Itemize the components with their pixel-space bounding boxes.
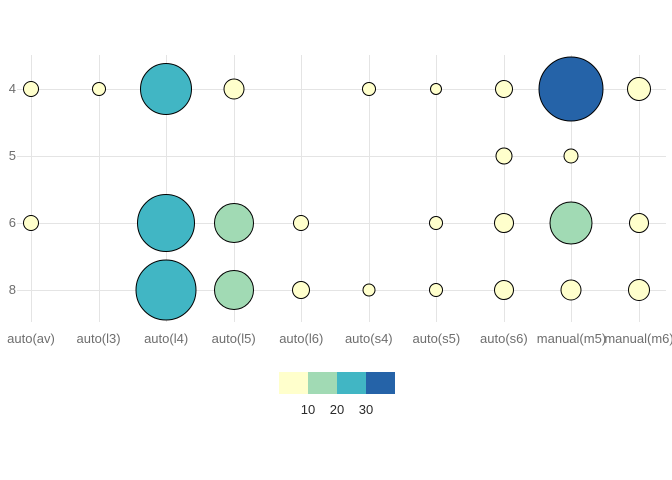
x-tick-label: auto(s5) bbox=[412, 331, 461, 346]
legend-tick-label: 20 bbox=[329, 402, 345, 417]
data-point bbox=[429, 283, 444, 297]
data-point bbox=[23, 81, 39, 97]
gridline-y-4 bbox=[17, 89, 666, 90]
y-tick-label: 4 bbox=[8, 81, 16, 96]
data-point bbox=[549, 201, 593, 245]
data-point bbox=[494, 80, 513, 98]
x-tick-label: auto(l4) bbox=[144, 331, 189, 346]
data-point bbox=[628, 279, 651, 301]
data-point bbox=[292, 281, 311, 299]
gridline-y-8 bbox=[17, 290, 666, 291]
legend-color-block bbox=[279, 372, 308, 394]
y-tick-label: 8 bbox=[8, 282, 16, 297]
gridline-x-manual(m5) bbox=[571, 55, 572, 322]
gridline-x-auto(l6) bbox=[301, 55, 302, 322]
data-point bbox=[538, 56, 604, 122]
x-tick-label: auto(l5) bbox=[211, 331, 256, 346]
legend-tick-label: 10 bbox=[300, 402, 316, 417]
data-point bbox=[493, 280, 514, 300]
gridline-y-5 bbox=[17, 156, 666, 157]
gridline-x-auto(l5) bbox=[234, 55, 235, 322]
data-point bbox=[213, 203, 254, 243]
data-point bbox=[137, 194, 196, 252]
gridline-x-auto(l4) bbox=[166, 55, 167, 322]
data-point bbox=[430, 83, 443, 95]
data-point bbox=[140, 63, 193, 115]
legend-color-block bbox=[337, 372, 366, 394]
data-point bbox=[23, 215, 39, 231]
data-point bbox=[563, 148, 579, 164]
data-point bbox=[213, 270, 254, 310]
x-tick-label: auto(l3) bbox=[76, 331, 121, 346]
gridline-y-6 bbox=[17, 223, 666, 224]
x-tick-label: auto(av) bbox=[7, 331, 55, 346]
data-point bbox=[560, 279, 582, 301]
legend-color-block bbox=[366, 372, 395, 394]
x-tick-label: manual(m5) bbox=[536, 331, 607, 346]
x-tick-label: auto(l6) bbox=[279, 331, 324, 346]
x-tick-label: manual(m6) bbox=[604, 331, 672, 346]
gridline-x-auto(l3) bbox=[99, 55, 100, 322]
legend-color-block bbox=[308, 372, 337, 394]
y-tick-label: 6 bbox=[8, 215, 16, 230]
y-tick-label: 5 bbox=[8, 148, 16, 163]
data-point bbox=[135, 259, 197, 321]
x-tick-label: auto(s4) bbox=[344, 331, 393, 346]
data-point bbox=[293, 215, 310, 231]
gridline-x-manual(m6) bbox=[639, 55, 640, 322]
gridline-x-auto(s4) bbox=[369, 55, 370, 322]
data-point bbox=[627, 77, 652, 101]
data-point bbox=[495, 147, 513, 165]
data-point bbox=[91, 82, 106, 96]
data-point bbox=[223, 78, 245, 100]
data-point bbox=[429, 216, 444, 230]
x-tick-label: auto(s6) bbox=[480, 331, 528, 346]
gridline-x-auto(av) bbox=[31, 55, 32, 322]
gridline-x-auto(s6) bbox=[504, 55, 505, 322]
data-point bbox=[362, 283, 376, 297]
legend-tick-label: 30 bbox=[358, 402, 374, 417]
data-point bbox=[493, 213, 514, 233]
data-point bbox=[361, 82, 376, 96]
gridline-x-auto(s5) bbox=[436, 55, 437, 322]
data-point bbox=[629, 213, 650, 233]
